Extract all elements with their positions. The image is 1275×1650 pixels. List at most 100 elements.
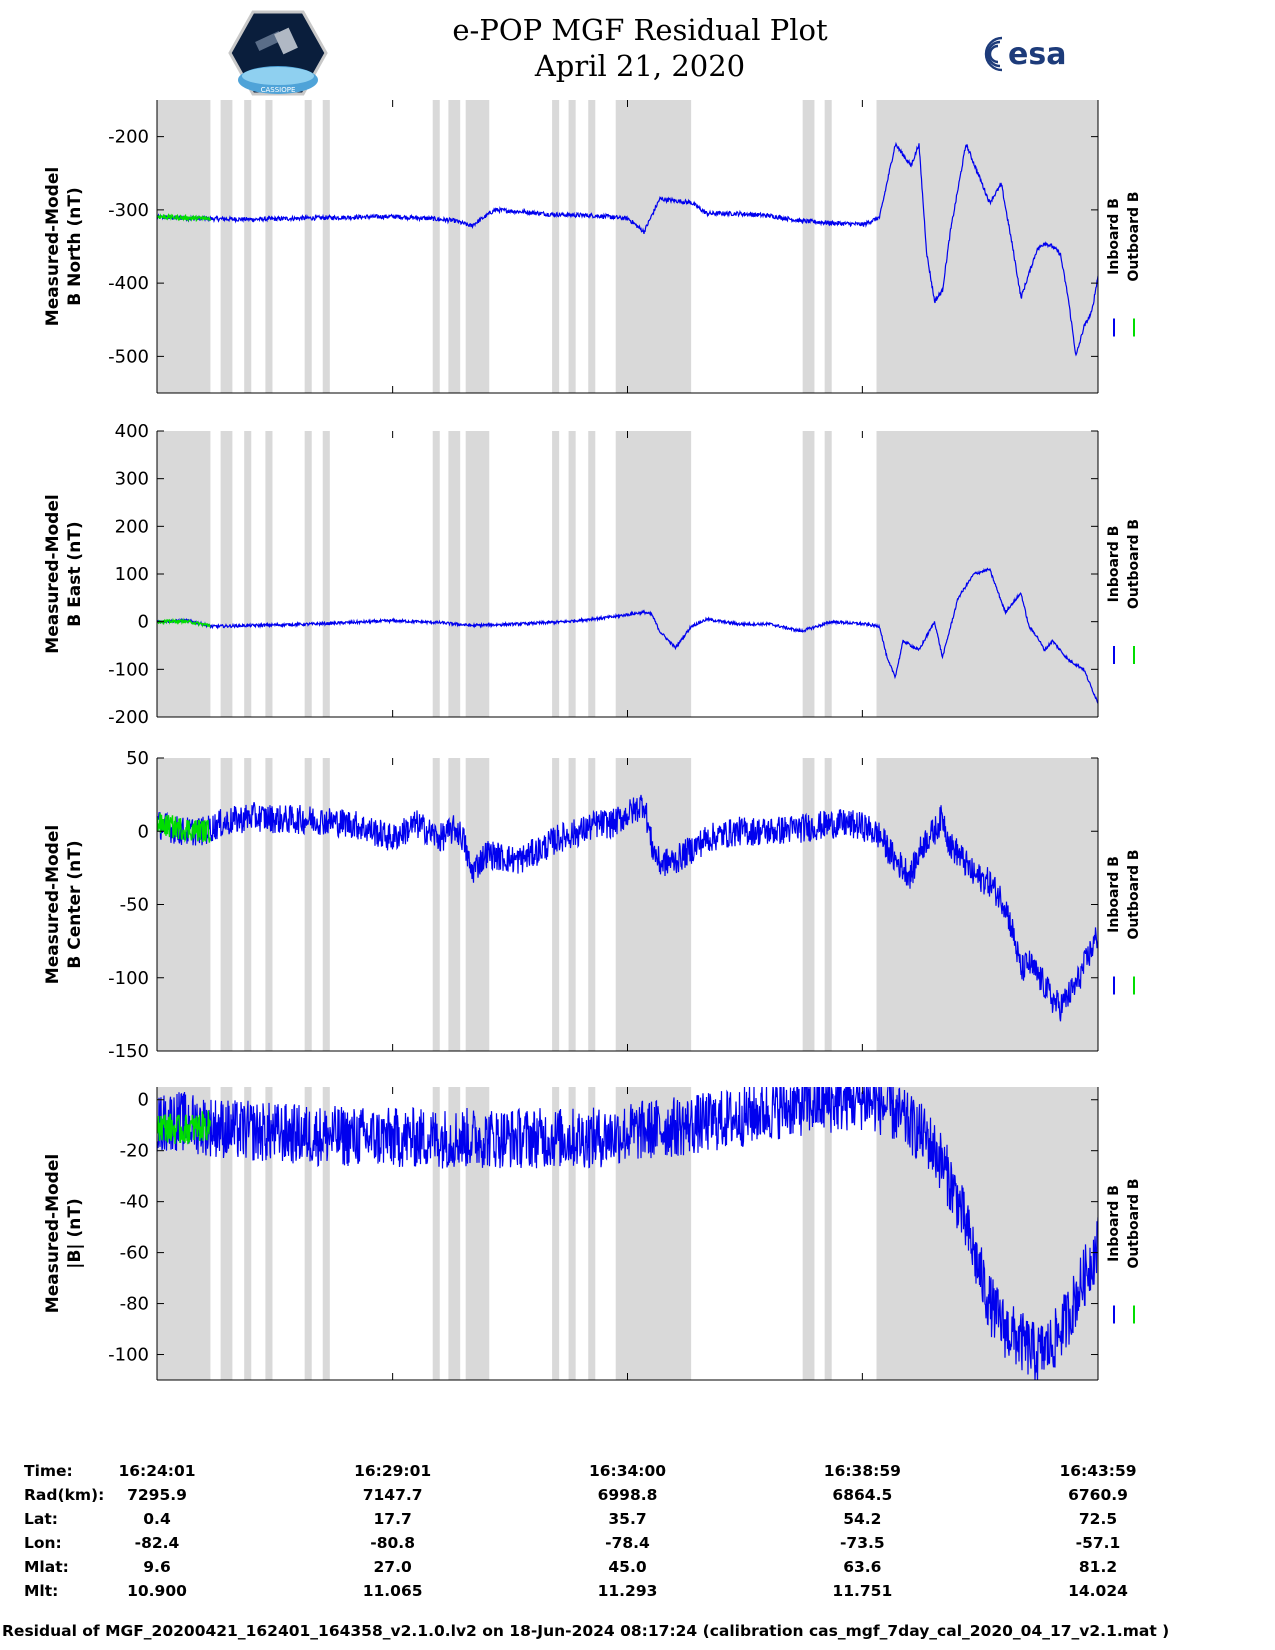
shaded-interval (552, 100, 560, 393)
y-axis-label-line-1: Measured-Model (43, 1154, 63, 1313)
info-row-value: 11.751 (832, 1582, 893, 1600)
shaded-interval (432, 1087, 440, 1380)
y-tick-label: -50 (120, 895, 149, 916)
shaded-interval (220, 100, 233, 393)
info-row-value: 72.5 (1078, 1510, 1118, 1528)
y-tick-label: -20 (120, 1141, 149, 1162)
shaded-interval (448, 100, 461, 393)
series-outboard-line (157, 617, 211, 628)
shaded-interval (244, 1087, 252, 1380)
chart-panel-1: -200 -300 -400 -500 Measured-Model B North (n… (43, 100, 1142, 394)
info-row-value: -57.1 (1075, 1534, 1121, 1552)
info-row-value: 11.065 (362, 1582, 423, 1600)
legend-inboard-label: Inboard B (1106, 1185, 1122, 1262)
info-row-value: 6998.8 (597, 1486, 658, 1504)
esa-logo-text: esa (1008, 37, 1066, 72)
shaded-interval (568, 1087, 576, 1380)
series-inboard-line (157, 1087, 1098, 1380)
shaded-interval (265, 431, 273, 717)
shaded-interval (157, 100, 211, 393)
shaded-interval (157, 758, 211, 1051)
info-row-value: 16:34:00 (588, 1462, 667, 1480)
page-title: e-POP MGF Residual Plot April 21, 2020 (380, 12, 900, 84)
y-tick-label: -100 (108, 1345, 149, 1366)
shaded-interval (824, 1087, 832, 1380)
legend-outboard-label: Outboard B (1126, 1178, 1142, 1268)
info-row-label: Mlt: (24, 1582, 59, 1600)
info-row-value: 81.2 (1078, 1558, 1118, 1576)
cassiope-logo-text: CASSIOPE (261, 86, 296, 94)
y-tick-label: -150 (108, 1041, 149, 1062)
y-tick-label: -200 (108, 707, 149, 728)
info-row-value: 17.7 (373, 1510, 412, 1528)
y-tick-label: 50 (126, 748, 149, 769)
info-row-value: 16:29:01 (354, 1462, 432, 1480)
shaded-interval (304, 100, 312, 393)
y-axis-label-line-2: B North (nT) (65, 187, 85, 306)
shaded-interval (220, 1087, 233, 1380)
y-tick-label: -40 (120, 1192, 149, 1213)
y-tick-label: -200 (108, 127, 149, 148)
info-row-value: 6864.5 (832, 1486, 893, 1504)
legend-inboard-label: Inboard B (1106, 198, 1122, 275)
legend-outboard-label: Outboard B (1126, 191, 1142, 281)
shaded-interval (432, 431, 440, 717)
title-line-1: e-POP MGF Residual Plot (452, 13, 828, 47)
shaded-interval (588, 758, 596, 1051)
info-row-value: -73.5 (840, 1534, 885, 1552)
shaded-interval (588, 1087, 596, 1380)
shaded-interval (588, 100, 596, 393)
info-row-value: 16:24:01 (118, 1462, 196, 1480)
info-row-value: 11.293 (597, 1582, 658, 1600)
y-axis-label-line-2: |B| (nT) (65, 1198, 85, 1269)
y-tick-label: 100 (115, 564, 149, 585)
y-tick-label: 400 (115, 421, 149, 442)
info-row-value: 35.7 (608, 1510, 647, 1528)
info-row-value: 54.2 (843, 1510, 882, 1528)
y-axis-label-line-2: B Center (nT) (65, 840, 85, 968)
legend-outboard-label: Outboard B (1126, 519, 1142, 609)
shaded-interval (615, 431, 692, 717)
info-row-value: 27.0 (373, 1558, 412, 1576)
shaded-interval (244, 100, 252, 393)
y-axis-label-line-2: B East (nT) (65, 521, 85, 626)
shaded-interval (824, 431, 832, 717)
shaded-interval (568, 100, 576, 393)
shaded-interval (432, 758, 440, 1051)
y-tick-label: -60 (120, 1243, 149, 1264)
shaded-interval (448, 1087, 461, 1380)
shaded-interval (304, 1087, 312, 1380)
shaded-interval (802, 1087, 815, 1380)
shaded-interval (448, 758, 461, 1051)
shaded-interval (220, 758, 233, 1051)
y-tick-label: -100 (108, 968, 149, 989)
title-line-2: April 21, 2020 (534, 49, 746, 83)
shaded-interval (465, 431, 490, 717)
shaded-interval (322, 758, 330, 1051)
shaded-interval (265, 1087, 273, 1380)
shaded-interval (432, 100, 440, 393)
shaded-interval (568, 758, 576, 1051)
esa-logo: esa (984, 36, 1066, 72)
info-row-value: 14.024 (1068, 1582, 1128, 1600)
shaded-interval (568, 431, 576, 717)
shaded-interval (220, 431, 233, 717)
shaded-interval (824, 100, 832, 393)
info-row-value: 45.0 (608, 1558, 647, 1576)
info-row-value: 7295.9 (127, 1486, 187, 1504)
shaded-interval (465, 758, 490, 1051)
info-row-label: Rad(km): (24, 1486, 105, 1504)
legend-outboard-label: Outboard B (1126, 849, 1142, 939)
chart-panel-3: 50 0 -50 -100 -150 Measured-Model B Center (nT… (43, 748, 1142, 1062)
legend-inboard-label: Inboard B (1106, 526, 1122, 603)
shaded-interval (588, 431, 596, 717)
y-tick-label: 0 (138, 612, 149, 633)
shaded-interval (244, 758, 252, 1051)
shaded-interval (322, 100, 330, 393)
shaded-interval (824, 758, 832, 1051)
y-tick-label: -500 (108, 346, 149, 367)
y-tick-label: 0 (138, 821, 149, 842)
info-row-value: 10.900 (127, 1582, 187, 1600)
chart-panel-4: 0 -20 -40 -60 -80 -100 Measured-Model |B| (nT) I… (43, 1087, 1142, 1381)
y-tick-label: 300 (115, 469, 149, 490)
